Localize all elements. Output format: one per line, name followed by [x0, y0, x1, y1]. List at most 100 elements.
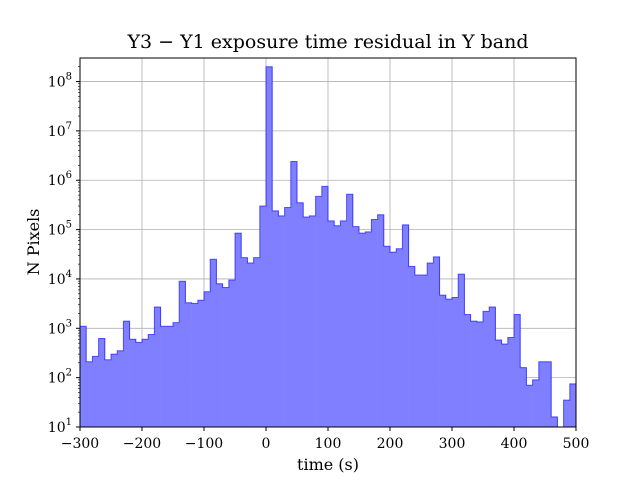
x-axis-label: time (s) — [297, 455, 359, 474]
tick-labels: −300 −200 −100 0 100 200 300 400 500 101 102 103 104… — [48, 72, 590, 452]
histogram-bar — [402, 224, 409, 427]
histogram-bar — [111, 354, 118, 427]
histogram-bar — [160, 326, 168, 427]
histogram-bars — [80, 66, 576, 427]
histogram-bar — [309, 215, 316, 427]
histogram-bar — [297, 202, 304, 427]
histogram-bar — [321, 186, 329, 427]
histogram-bar — [340, 220, 347, 427]
histogram-bar — [117, 350, 124, 427]
histogram-bar — [148, 334, 155, 427]
histogram-bar — [470, 321, 478, 427]
histogram-bar — [390, 252, 397, 427]
histogram-bar — [80, 326, 87, 427]
y-tick-label: 102 — [48, 368, 72, 387]
histogram-bar — [452, 297, 459, 427]
histogram-bar — [290, 161, 298, 427]
histogram-bar — [520, 367, 527, 427]
histogram-bar — [123, 321, 130, 427]
histogram-bar — [526, 385, 533, 427]
histogram-bar — [104, 359, 112, 427]
axes — [76, 57, 577, 431]
histogram-bar — [315, 196, 323, 427]
x-tick-label: 200 — [377, 436, 404, 452]
histogram-bar — [489, 307, 496, 427]
histogram-bar — [166, 326, 174, 427]
x-tick-label: −200 — [123, 436, 161, 452]
x-tick-label: 0 — [262, 436, 271, 452]
x-tick-label: −300 — [61, 436, 99, 452]
histogram-bar — [247, 263, 254, 427]
histogram-bar — [483, 311, 490, 427]
histogram-bar — [179, 281, 186, 427]
histogram-bar — [266, 66, 273, 427]
histogram-bar — [216, 283, 223, 427]
histogram-bar — [514, 314, 521, 427]
x-tick-label: −100 — [185, 436, 223, 452]
histogram-bar — [365, 231, 372, 427]
y-tick-label: 107 — [48, 121, 72, 140]
y-tick-label: 108 — [48, 72, 72, 91]
y-tick-label: 105 — [48, 220, 72, 239]
histogram-bar — [204, 291, 211, 427]
y-tick-label: 104 — [48, 269, 72, 288]
histogram-bar — [501, 344, 509, 427]
histogram-bar — [303, 216, 310, 427]
x-tick-label: 100 — [315, 436, 342, 452]
y-tick-label: 101 — [48, 417, 72, 436]
histogram-bar — [538, 361, 546, 427]
histogram-bar — [142, 339, 149, 427]
histogram-bar — [278, 215, 285, 427]
histogram-bar — [458, 274, 465, 427]
histogram-bar — [235, 233, 242, 427]
histogram-bar — [545, 361, 552, 427]
histogram-bar — [439, 295, 447, 427]
histogram-bar — [414, 275, 422, 427]
histogram-bar — [507, 337, 515, 427]
histogram-bar — [421, 275, 428, 427]
histogram-bar — [408, 266, 416, 427]
histogram-bar — [253, 257, 261, 427]
histogram-bar — [135, 342, 143, 427]
histogram-bar — [346, 194, 354, 427]
histogram-bar — [129, 339, 137, 427]
chart-title: Y3 − Y1 exposure time residual in Y band — [126, 31, 528, 53]
histogram-outline — [80, 66, 576, 427]
histogram-bar — [445, 299, 453, 427]
histogram-bar — [334, 225, 341, 427]
y-tick-label: 103 — [48, 318, 72, 337]
x-tick-label: 400 — [501, 436, 528, 452]
histogram-bar — [259, 206, 267, 427]
histogram-bar — [495, 339, 502, 427]
histogram-bar — [222, 287, 230, 427]
x-tick-label: 300 — [439, 436, 466, 452]
y-tick-label: 106 — [48, 170, 72, 189]
histogram-bar — [532, 379, 540, 427]
histogram-bar — [284, 207, 292, 427]
histogram-bar — [383, 246, 391, 427]
histogram-bar — [371, 219, 378, 427]
histogram-bar — [359, 233, 366, 427]
histogram-bar — [272, 210, 279, 427]
histogram-bar — [154, 307, 161, 427]
histogram-bar — [433, 256, 440, 427]
histogram-bar — [352, 226, 360, 427]
histogram-bar — [396, 248, 403, 427]
histogram-bar — [228, 280, 236, 427]
histogram-bar — [191, 303, 199, 427]
histogram-bar — [569, 383, 576, 427]
histogram-bar — [241, 257, 248, 427]
histogram-bar — [328, 220, 335, 427]
histogram-bar — [551, 416, 558, 427]
histogram-bar — [377, 214, 385, 427]
histogram-bar — [86, 361, 93, 427]
histogram-bar — [563, 400, 571, 427]
histogram-bar — [98, 338, 106, 427]
y-axis-label: N Pixels — [24, 209, 43, 276]
histogram-bar — [427, 263, 434, 427]
histogram-bar — [210, 259, 217, 427]
histogram-bar — [185, 302, 192, 427]
histogram-bar — [197, 300, 205, 427]
x-tick-label: 500 — [563, 436, 590, 452]
